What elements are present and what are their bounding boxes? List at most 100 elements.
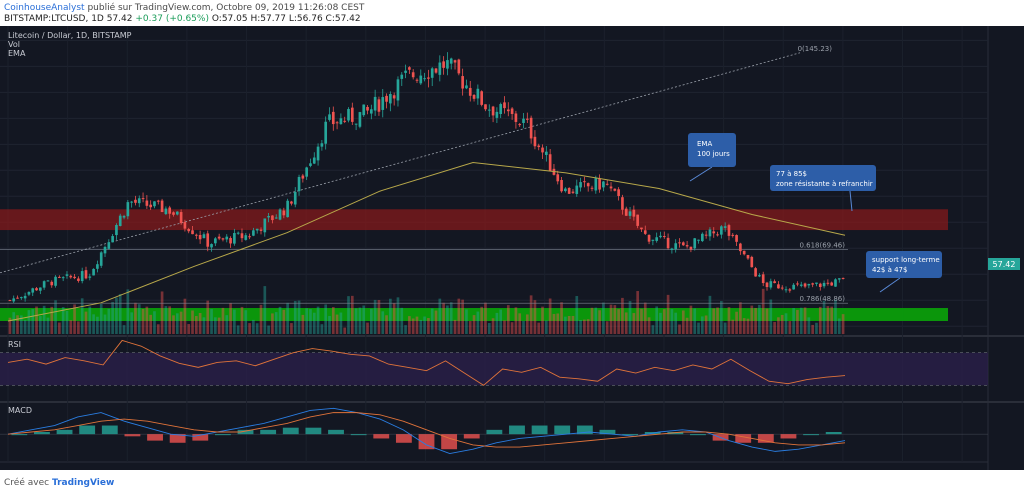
candle-body: [373, 96, 377, 111]
tradingview-logo[interactable]: TradingView: [51, 478, 115, 488]
macd-histogram-bar: [237, 429, 254, 435]
macd-histogram-bar: [79, 425, 96, 435]
candle-body: [214, 238, 217, 244]
candle-body: [122, 215, 126, 218]
candle-body: [712, 231, 716, 234]
candle-body: [23, 295, 27, 299]
volume-bar: [472, 315, 476, 334]
candle-body: [320, 143, 324, 147]
candle-body: [103, 246, 107, 254]
macd-histogram-bar: [463, 434, 480, 439]
candle-body: [723, 226, 727, 228]
candle-body: [244, 235, 248, 240]
candle-body: [750, 256, 754, 268]
volume-bar: [366, 322, 369, 334]
macd-histogram-bar: [350, 434, 367, 436]
volume-bar: [659, 312, 662, 334]
volume-bar: [803, 307, 807, 334]
candle-body: [164, 208, 168, 215]
volume-bar: [522, 320, 525, 334]
candle-body: [506, 109, 510, 112]
macd-histogram-bar: [554, 425, 571, 435]
volume-bar: [263, 286, 267, 334]
volume-bar: [742, 318, 746, 334]
volume-bar: [130, 312, 133, 334]
volume-bar: [621, 297, 624, 334]
volume-bar: [12, 312, 16, 334]
volume-bar: [548, 298, 552, 334]
candle-body: [225, 236, 229, 240]
candle-body: [602, 181, 605, 188]
candle-body: [777, 284, 780, 289]
author-link[interactable]: CoinhouseAnalyst: [4, 3, 85, 13]
volume-bar: [179, 311, 183, 334]
candle-body: [290, 201, 293, 204]
volume-bar: [381, 311, 385, 334]
candle-body: [434, 68, 438, 73]
candle-body: [617, 189, 620, 196]
macd-histogram-bar: [169, 434, 186, 443]
callout-resistance: [770, 165, 876, 191]
macd-histogram-bar: [328, 429, 344, 435]
volume-bar: [255, 323, 259, 334]
macd-histogram-bar: [735, 434, 752, 443]
candle-body: [255, 228, 259, 231]
volume-bar: [39, 316, 42, 334]
macd-histogram-bar: [803, 434, 819, 436]
candle-body: [252, 230, 255, 236]
callout-support-pointer: [879, 277, 901, 293]
volume-bar: [746, 318, 750, 334]
volume-bar: [389, 298, 392, 334]
volume-bar: [274, 312, 278, 334]
candle-body: [621, 197, 624, 210]
chart-area[interactable]: Litecoin / Dollar, 1D, BITSTAMP Vol EMA …: [0, 26, 1024, 470]
candle-body: [480, 91, 483, 105]
volume-bar: [506, 305, 510, 334]
volume-bar: [252, 319, 255, 334]
candle-body: [594, 178, 598, 191]
volume-bar: [453, 319, 457, 334]
macd-histogram-bar: [34, 432, 50, 435]
volume-bar: [400, 307, 404, 334]
volume-bar: [320, 324, 324, 334]
chart-canvas[interactable]: Litecoin / Dollar, 1D, BITSTAMP Vol EMA …: [0, 26, 1024, 470]
macd-histogram-bar: [395, 434, 412, 443]
macd-histogram-bar: [192, 434, 209, 441]
volume-bar: [331, 307, 335, 334]
volume-bar: [282, 309, 286, 334]
candle-body: [784, 289, 788, 291]
candle-body: [381, 97, 385, 110]
volume-bar: [674, 312, 678, 334]
ohlc-values: O:57.05 H:57.77 L:56.76 C:57.42: [211, 14, 361, 24]
volume-bar: [739, 302, 742, 334]
candle-body: [286, 200, 289, 218]
candle-body: [449, 58, 453, 64]
volume-bar: [206, 300, 210, 334]
volume-bar: [796, 310, 799, 334]
candle-body: [198, 234, 202, 240]
candle-body: [640, 227, 643, 230]
candle-body: [484, 104, 487, 110]
volume-bar: [54, 300, 57, 334]
volume-bar: [175, 313, 179, 334]
candle-body: [362, 104, 366, 116]
volume-bar: [583, 319, 586, 334]
candle-body: [739, 243, 742, 252]
volume-bar: [560, 302, 563, 334]
candle-body: [149, 204, 153, 208]
volume-bar: [107, 308, 111, 334]
volume-bar: [552, 313, 556, 334]
macd-histogram-bar: [690, 434, 706, 436]
volume-bar: [590, 307, 594, 334]
candle-body: [518, 124, 522, 126]
candle-body: [404, 70, 407, 73]
candle-body: [822, 282, 826, 287]
volume-bars: [8, 286, 845, 334]
volume-bar: [655, 306, 659, 334]
candle-body: [210, 244, 213, 248]
volume-bar: [533, 300, 537, 334]
candle-body: [278, 209, 282, 220]
volume-bar: [191, 310, 194, 334]
candle-body: [503, 102, 506, 109]
volume-bar: [605, 321, 609, 334]
